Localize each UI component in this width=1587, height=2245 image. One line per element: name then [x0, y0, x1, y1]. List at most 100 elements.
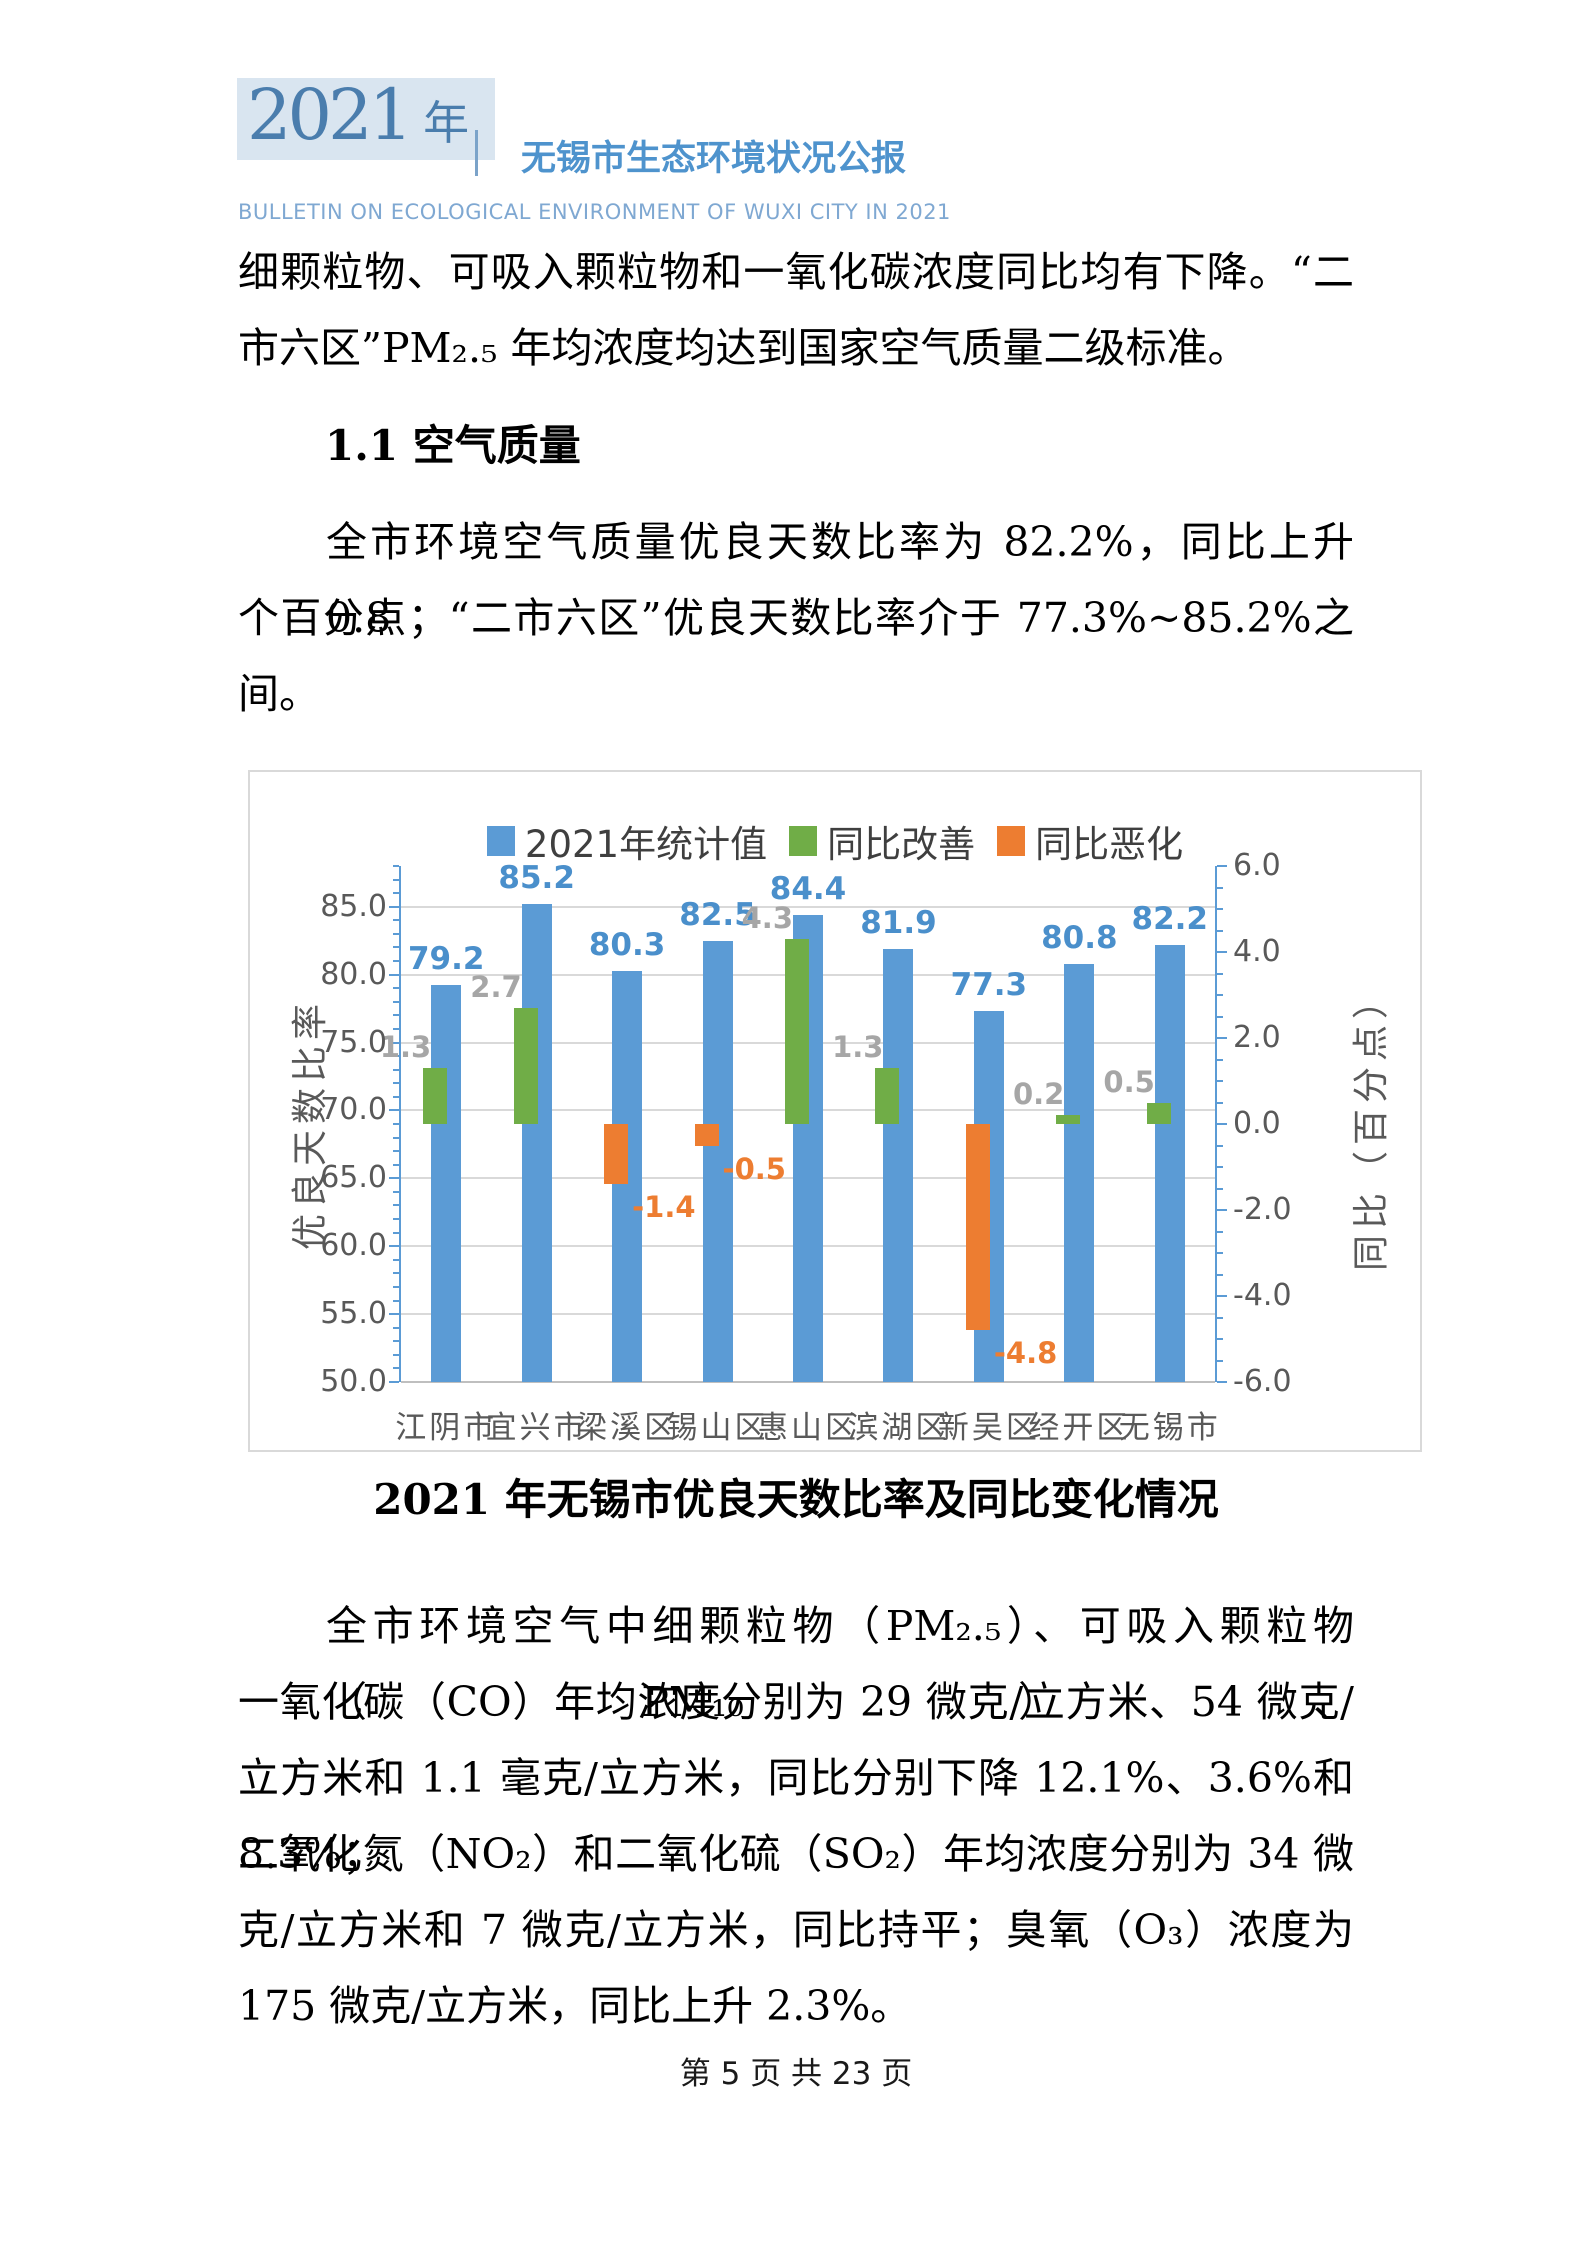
category-label-锡山区: 锡山区	[666, 1410, 769, 1446]
header-year: 2021	[247, 74, 413, 156]
left-axis-tick	[393, 1231, 399, 1234]
paragraph-line: 个百分点；“二市六区”优良天数比率介于 77.3%~85.2%之	[238, 594, 1354, 642]
paragraph-line: 二氧化氮（NO₂）和二氧化硫（SO₂）年均浓度分别为 34 微	[238, 1830, 1354, 1878]
left-axis-tick	[389, 1381, 399, 1383]
right-axis-tick-label: -4.0	[1233, 1278, 1292, 1313]
right-axis-tick	[1217, 951, 1227, 953]
category-label-惠山区: 惠山区	[757, 1410, 859, 1446]
right-axis-tick	[1217, 1187, 1223, 1190]
left-axis-tick	[393, 960, 399, 963]
right-axis-tick	[1217, 1015, 1223, 1018]
right-axis-tick	[1217, 1273, 1223, 1276]
paragraph-line: 细颗粒物、可吸入颗粒物和一氧化碳浓度同比均有下降。“二	[238, 248, 1354, 296]
right-axis-tick-label: -2.0	[1233, 1192, 1292, 1227]
value-bar-经开区	[1064, 963, 1095, 1382]
page-footer: 第 5 页 共 23 页	[679, 2056, 913, 2092]
left-axis-title: 优良天数比率	[290, 997, 331, 1251]
right-axis-tick	[1217, 1166, 1223, 1168]
legend-swatch	[997, 826, 1026, 856]
legend-item: 2021年统计值	[486, 814, 767, 868]
left-axis-tick	[393, 1014, 399, 1017]
right-axis-tick	[1217, 1316, 1223, 1319]
left-axis-tick	[393, 1258, 399, 1261]
header-title-cn: 无锡市生态环境状况公报	[521, 138, 907, 179]
right-axis-tick	[1217, 972, 1223, 975]
left-axis-tick	[393, 1136, 399, 1139]
right-axis-tick	[1217, 1359, 1223, 1362]
change-label-经开区: 0.2	[1012, 1077, 1065, 1112]
left-axis-tick	[393, 1082, 399, 1085]
paragraph-line: 全市环境空气质量优良天数比率为 82.2%，同比上升 0.8	[326, 518, 1354, 642]
left-axis-tick	[393, 1272, 399, 1275]
paragraph-line: 立方米和 1.1 毫克/立方米，同比分别下降 12.1%、3.6%和 8.3%；	[238, 1754, 1354, 1878]
change-label-锡山区: -0.5	[722, 1151, 786, 1186]
paragraph-1: 细颗粒物、可吸入颗粒物和一氧化碳浓度同比均有下降。“二 市六区”PM₂.₅ 年均浓…	[238, 234, 1354, 386]
legend-label: 同比恶化	[1035, 823, 1184, 866]
left-axis-tick	[393, 1299, 399, 1302]
value-label-梁溪区: 80.3	[588, 926, 666, 963]
left-axis-tick-label: 65.0	[320, 1160, 387, 1196]
left-axis-tick	[393, 1367, 399, 1370]
improve-bar-惠山区	[785, 939, 809, 1124]
left-axis-tick	[389, 1109, 399, 1112]
gridline	[401, 905, 1215, 908]
worsen-bar-梁溪区	[604, 1124, 629, 1185]
left-axis-tick-label: 55.0	[320, 1296, 387, 1332]
change-label-惠山区: 4.3	[741, 901, 793, 936]
legend-label: 同比改善	[827, 823, 976, 866]
left-axis-tick	[389, 905, 399, 908]
left-axis-tick	[393, 1218, 399, 1221]
improve-bar-江阴市	[423, 1068, 448, 1124]
category-label-滨湖区: 滨湖区	[847, 1410, 950, 1446]
left-axis-tick	[393, 1353, 399, 1356]
value-bar-锡山区	[702, 940, 733, 1382]
change-label-梁溪区: -1.4	[632, 1190, 696, 1225]
right-axis-tick	[1217, 865, 1227, 867]
paragraph-line: 一氧化碳（CO）年均浓度分别为 29 微克/立方米、54 微克/	[238, 1678, 1354, 1726]
header-separator	[475, 130, 478, 176]
right-axis-tick	[1217, 1252, 1223, 1254]
legend-swatch	[486, 826, 515, 856]
left-axis-tick	[393, 1204, 399, 1207]
value-label-宜兴市: 85.2	[498, 860, 575, 897]
right-axis-line	[1215, 866, 1217, 1382]
header-year-suffix: 年	[423, 96, 470, 150]
left-axis-tick	[393, 1326, 399, 1329]
legend-item: 同比改善	[789, 814, 975, 868]
right-axis-tick	[1217, 1209, 1227, 1211]
paragraph-line: 克/立方米和 7 微克/立方米，同比持平；臭氧（O₃）浓度为	[238, 1906, 1354, 1954]
left-axis-tick	[393, 878, 399, 881]
paragraph-line: 间。	[238, 670, 320, 718]
left-axis-tick	[393, 1123, 399, 1125]
left-axis-tick	[393, 1055, 399, 1058]
category-label-梁溪区: 梁溪区	[576, 1410, 679, 1446]
paragraph-2: 全市环境空气质量优良天数比率为 82.2%，同比上升 0.8 个百分点；“二市六区…	[238, 504, 1354, 732]
value-bar-滨湖区	[883, 948, 914, 1382]
left-axis-tick	[393, 946, 399, 949]
bar-chart: 2021年统计值 同比改善 同比恶化 79.2 85.2 80.3 82.5 84.4 81.…	[248, 770, 1422, 1452]
paragraph-line: 市六区”PM₂.₅ 年均浓度均达到国家空气质量二级标准。	[238, 324, 1249, 372]
left-axis-tick	[393, 987, 399, 990]
left-axis-tick	[393, 1340, 399, 1343]
worsen-bar-新吴区	[965, 1124, 990, 1331]
value-label-江阴市: 79.2	[407, 941, 485, 978]
left-axis-tick-label: 60.0	[320, 1228, 387, 1264]
change-label-江阴市: 1.3	[379, 1030, 432, 1065]
legend-item: 同比恶化	[997, 814, 1183, 868]
left-axis-tick-label: 85.0	[320, 888, 387, 924]
category-label-江阴市: 江阴市	[395, 1410, 498, 1446]
improve-bar-无锡市	[1146, 1102, 1171, 1124]
value-label-无锡市: 82.2	[1131, 900, 1209, 937]
right-axis-tick	[1217, 929, 1223, 932]
paragraph-line: 全市环境空气中细颗粒物（PM₂.₅）、可吸入颗粒物（PM₁₀）、	[326, 1602, 1354, 1726]
left-axis-tick	[389, 1177, 399, 1180]
right-axis-title: 同比（百分点）	[1351, 976, 1392, 1272]
left-axis-tick-label: 50.0	[320, 1364, 387, 1399]
right-axis-tick	[1217, 994, 1223, 996]
left-axis-tick-label: 80.0	[320, 956, 387, 992]
right-axis-tick	[1217, 1381, 1227, 1383]
right-axis-tick-label: -6.0	[1233, 1364, 1292, 1399]
value-label-惠山区: 84.4	[769, 870, 847, 907]
right-axis-tick-label: 0.0	[1233, 1106, 1281, 1141]
